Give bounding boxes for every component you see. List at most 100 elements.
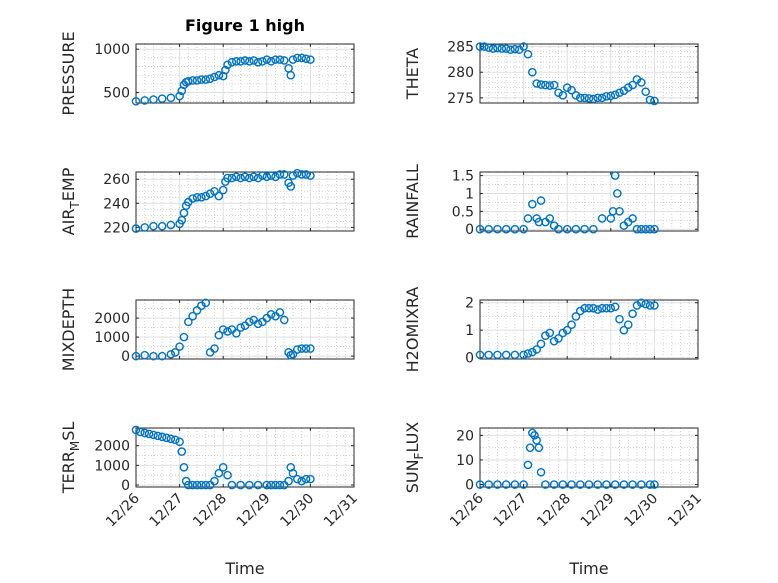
data-point [493,480,502,489]
data-point [528,347,537,357]
data-point [575,93,585,103]
data-point [571,224,581,234]
data-point [192,76,202,85]
data-point [567,480,576,489]
data-point [197,192,206,202]
data-point [140,223,150,232]
data-point [632,301,642,310]
data-point [628,309,637,319]
data-point [628,214,637,223]
data-point [554,88,563,98]
data-point [532,345,541,354]
data-point [501,44,511,53]
data-point [223,173,232,183]
data-point [192,192,202,202]
data-point [493,43,502,53]
data-point [275,480,285,490]
data-point [166,93,176,103]
data-point [275,170,285,179]
data-point [293,474,302,484]
data-point [140,428,150,438]
data-point [484,350,494,360]
data-point [615,207,624,216]
data-point [510,224,520,234]
data-point [641,299,650,309]
data-point [584,94,594,103]
data-point [210,344,219,353]
data-point [510,44,520,54]
data-point [201,480,211,490]
data-point [175,437,184,447]
data-point [549,480,559,489]
axes-box [479,43,699,104]
data-point [266,309,276,319]
data-point [493,224,502,234]
data-point [523,49,533,59]
data-point [214,191,224,201]
data-point [523,349,533,358]
data-point [306,55,315,64]
x-axis-label-right: Time [568,559,608,578]
data-point [179,332,189,342]
data-point [201,75,211,84]
data-point [210,476,219,486]
data-point [645,224,655,234]
data-point [525,443,535,452]
data-point [262,480,272,490]
data-point [597,214,607,223]
y-axis-label: MIXDEPTH [59,288,78,371]
data-point [501,224,511,234]
data-point [279,170,289,179]
data-point [157,432,167,442]
data-point [593,305,603,314]
data-point [536,196,546,205]
data-point [558,91,568,100]
data-point [144,429,154,439]
data-point [253,319,263,329]
data-point [602,303,611,313]
data-point [532,435,541,445]
data-point [249,172,259,182]
axes-box [135,171,355,232]
data-point [593,93,603,103]
data-point [615,88,624,98]
data-point [149,221,158,231]
y-tick-label: 0 [121,349,130,365]
y-axis-label: SUNFLUX [403,422,426,494]
data-point [153,431,163,441]
data-point [641,224,650,234]
data-point [297,344,306,353]
data-point [610,302,620,312]
data-point [501,480,511,489]
data-point [523,214,533,223]
data-point [484,43,494,52]
data-point [297,170,306,179]
data-point [218,185,228,195]
subplot-row2-left: 220 240 260 AIRTEMP [59,167,355,236]
data-point [184,480,193,490]
axes-box [135,43,355,104]
subplot-top-right: 275 280 285 THETA [403,40,699,107]
data-point [188,480,197,490]
data-point [223,470,232,480]
data-point [497,44,507,53]
data-point [131,425,141,435]
data-point [266,57,276,66]
data-point [606,91,616,101]
y-tick-label: 1 [465,323,474,339]
data-point [641,87,650,97]
data-point [253,173,263,183]
data-point [223,327,232,336]
data-point [288,171,298,180]
y-tick-label: 20 [456,428,474,444]
data-point [262,172,272,182]
data-point [184,77,193,86]
data-point [610,90,620,100]
y-tick-label: 0.5 [452,204,474,220]
data-point [136,427,145,437]
data-point [188,311,197,321]
data-point [541,480,550,489]
subplot-row2-right: 0 0.5 11.5 RAINFALL [403,164,699,239]
y-axis-label: THETA [403,48,422,100]
data-point [286,70,296,80]
